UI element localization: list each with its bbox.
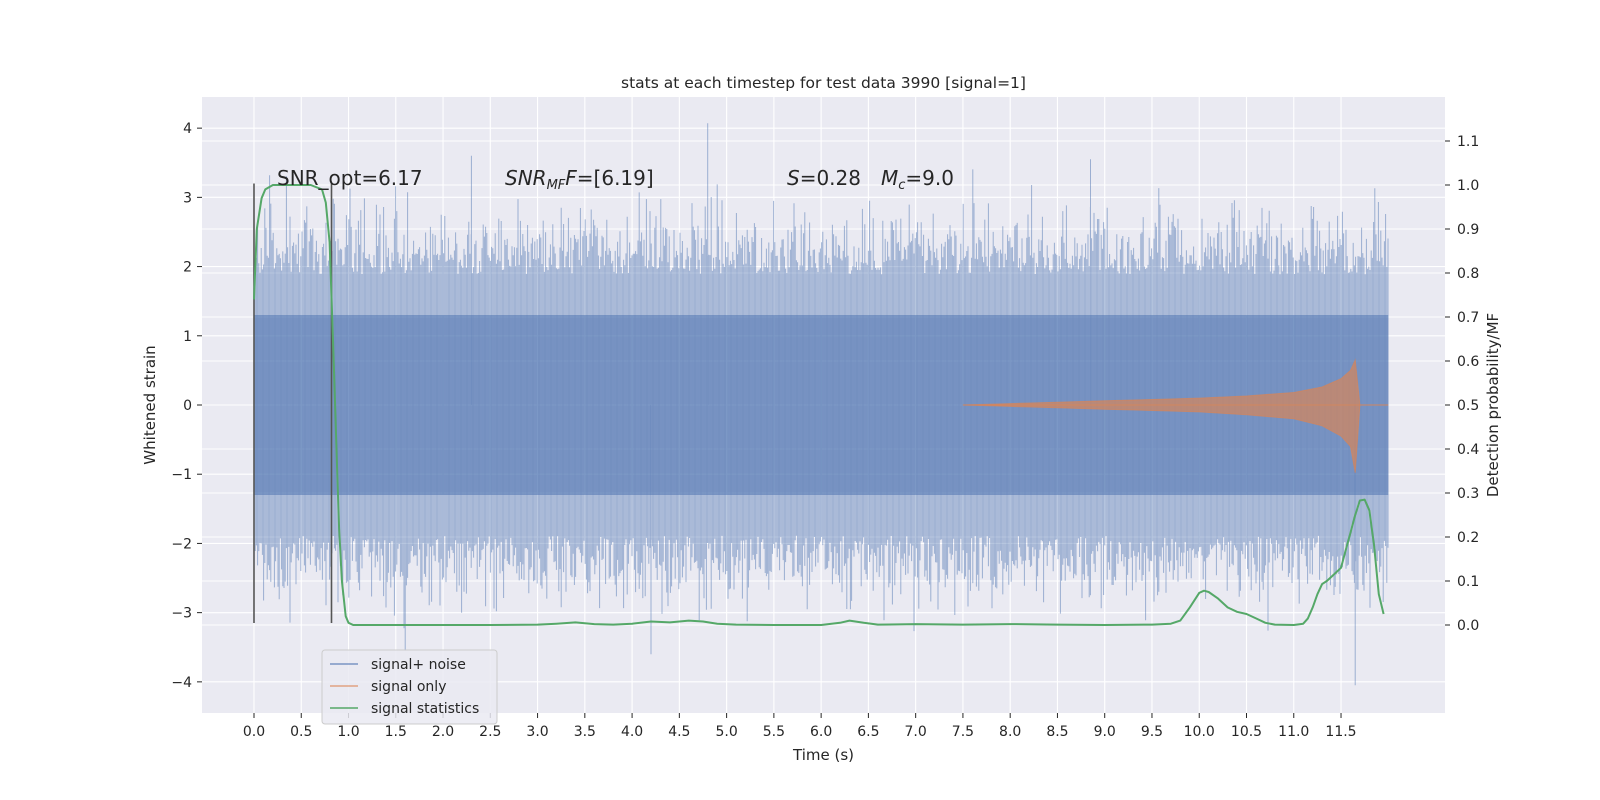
- legend-label-signal-noise: signal+ noise: [371, 657, 466, 673]
- legend-box: [321, 649, 498, 725]
- y-tick-label: 1: [183, 329, 192, 345]
- y-tick-label: −3: [171, 606, 192, 622]
- y-tick-label: −4: [171, 675, 192, 691]
- x-tick-label: 7.0: [905, 724, 927, 740]
- window-markers: [253, 183, 333, 624]
- x-tick-label: 6.0: [810, 724, 832, 740]
- chart-title: stats at each timestep for test data 399…: [621, 74, 1026, 92]
- right-tick-label: 1.0: [1457, 178, 1479, 194]
- x-axis-label: Time (s): [792, 746, 854, 764]
- annotation-snr-mf-name: SNR: [505, 166, 547, 190]
- y-tick-label: 4: [183, 121, 192, 137]
- annotations: SNR_opt=6.17 SNRMFF=[6.19] S=0.28 Mc=9.0: [277, 166, 954, 193]
- x-tick-label: 11.0: [1278, 724, 1309, 740]
- x-tick-label: 4.0: [621, 724, 643, 740]
- x-tick-label: 8.0: [999, 724, 1021, 740]
- right-tick-label: 0.5: [1457, 398, 1479, 414]
- right-axis-ticks: 1.1 1.0 0.9 0.8 0.7 0.6 0.5 0.4 0.3 0.2 0.1 0.0: [1445, 134, 1479, 634]
- legend-label-signal-only: signal only: [371, 679, 446, 695]
- right-tick-label: 0.4: [1457, 442, 1479, 458]
- x-tick-label: 6.5: [857, 724, 879, 740]
- legend-label-signal-statistics: signal statistics: [371, 701, 479, 717]
- x-tick-label: 10.0: [1184, 724, 1215, 740]
- x-tick-label: 9.5: [1141, 724, 1163, 740]
- x-tick-label: 1.0: [337, 724, 359, 740]
- x-tick-label: 8.5: [1046, 724, 1068, 740]
- right-tick-label: 0.6: [1457, 354, 1479, 370]
- annotation-mc-value: =9.0: [905, 166, 954, 190]
- annotation-snr-mf: SNRMFF=[6.19]: [505, 166, 654, 193]
- annotation-snr-mf-sub: MF: [547, 178, 566, 193]
- annotation-s-name: S: [787, 166, 800, 190]
- x-tick-label: 10.5: [1231, 724, 1262, 740]
- right-tick-label: 1.1: [1457, 134, 1479, 150]
- x-tick-label: 3.0: [526, 724, 548, 740]
- annotation-s: S=0.28: [787, 166, 861, 190]
- right-tick-label: 0.0: [1457, 618, 1479, 634]
- x-tick-label: 0.0: [243, 724, 265, 740]
- x-tick-label: 1.5: [385, 724, 407, 740]
- annotation-mc-name: M: [881, 166, 898, 190]
- y-tick-label: 2: [183, 260, 192, 276]
- x-tick-label: 4.5: [668, 724, 690, 740]
- right-axis-label: Detection probability/MF: [1484, 313, 1502, 497]
- signal-only-envelope: [962, 358, 1389, 473]
- annotation-snr-opt: SNR_opt=6.17: [277, 166, 423, 190]
- x-tick-label: 5.5: [763, 724, 785, 740]
- series-signal-statistics: [253, 184, 1385, 626]
- x-tick-label: 11.5: [1325, 724, 1356, 740]
- x-tick-label: 2.5: [479, 724, 501, 740]
- right-tick-label: 0.9: [1457, 222, 1479, 238]
- series-signal-only: [962, 358, 1389, 473]
- y-axis-label: Whitened strain: [141, 345, 159, 464]
- x-tick-label: 9.0: [1094, 724, 1116, 740]
- y-axis-ticks: 4 3 2 1 0 −1 −2 −3 −4: [171, 121, 202, 691]
- right-tick-label: 0.3: [1457, 486, 1479, 502]
- x-tick-label: 0.5: [290, 724, 312, 740]
- y-tick-label: 0: [183, 398, 192, 414]
- annotation-snr-mf-f: F: [565, 166, 577, 190]
- annotation-mc: Mc=9.0: [881, 166, 954, 193]
- annotation-s-value: =0.28: [800, 166, 861, 190]
- signal-statistics-line: [253, 184, 1385, 626]
- x-axis-ticks: 0.0 0.5 1.0 1.5 2.0 2.5 3.0 3.5 4.0 4.5 5.0 5.5 6.0 6…: [243, 713, 1357, 740]
- x-tick-label: 2.0: [432, 724, 454, 740]
- y-tick-label: 3: [183, 190, 192, 206]
- right-tick-label: 0.1: [1457, 574, 1479, 590]
- x-tick-label: 7.5: [952, 724, 974, 740]
- right-tick-label: 0.7: [1457, 310, 1479, 326]
- x-tick-label: 5.0: [715, 724, 737, 740]
- y-tick-label: −2: [171, 536, 192, 552]
- annotation-snr-mf-value: =[6.19]: [577, 166, 654, 190]
- y-tick-label: −1: [171, 467, 192, 483]
- annotation-mc-sub: c: [898, 178, 905, 193]
- right-tick-label: 0.2: [1457, 530, 1479, 546]
- right-tick-label: 0.8: [1457, 266, 1479, 282]
- legend: signal+ noise signal only signal statist…: [321, 649, 498, 725]
- x-tick-label: 3.5: [574, 724, 596, 740]
